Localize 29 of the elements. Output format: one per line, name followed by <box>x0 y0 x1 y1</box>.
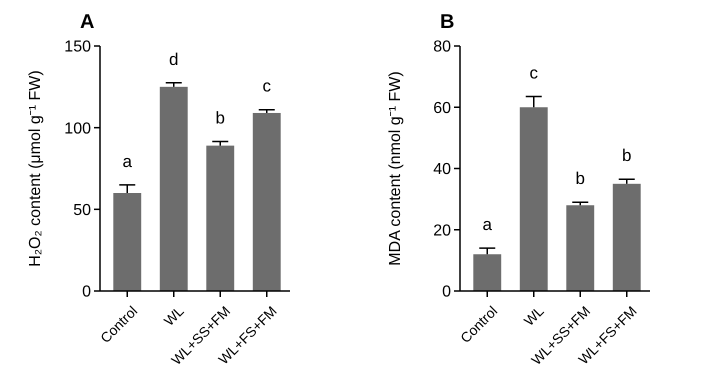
y-axis-title: H₂O₂ content (μmol g⁻¹ FW) <box>27 70 44 267</box>
y-tick-label: 150 <box>64 38 92 56</box>
annotation: b <box>576 169 585 188</box>
y-axis-title: MDA content (nmol g⁻¹ FW) <box>387 71 404 266</box>
bar <box>252 112 281 291</box>
annotation: a <box>482 215 493 234</box>
y-tick-label: 100 <box>64 120 92 138</box>
y-tick-label: 0 <box>442 284 452 301</box>
y-tick-label: 60 <box>433 100 452 117</box>
annotation: d <box>169 50 178 69</box>
annotation: a <box>122 152 133 171</box>
annotation: c <box>262 76 272 96</box>
annotation: c <box>530 64 538 83</box>
bar <box>113 193 142 291</box>
y-tick-label: 20 <box>433 222 452 240</box>
annotation: b <box>622 146 632 166</box>
y-tick-label: 0 <box>82 284 92 301</box>
y-tick-label: 80 <box>433 38 452 56</box>
bar <box>206 146 234 291</box>
bar <box>473 254 502 291</box>
chart-title: B <box>440 11 454 33</box>
chart-title: A <box>80 11 94 33</box>
bar <box>612 184 641 291</box>
bar <box>160 86 188 291</box>
annotation: b <box>216 108 225 128</box>
bar <box>566 205 594 291</box>
bar <box>520 107 548 291</box>
y-tick-label: 50 <box>73 202 92 219</box>
y-tick-label: 40 <box>433 161 452 178</box>
